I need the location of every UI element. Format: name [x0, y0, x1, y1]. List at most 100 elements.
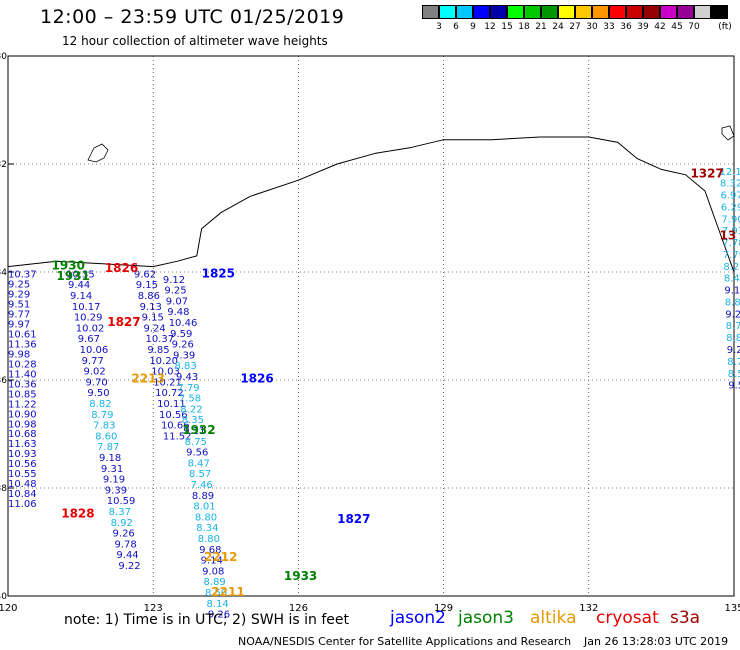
- satellite-legend-item: jason2: [390, 608, 446, 628]
- pass-time-label: 1930: [52, 258, 85, 272]
- wave-height-label: 10.11: [157, 399, 186, 410]
- colorbar-label: 33: [603, 22, 615, 32]
- wave-height-label: 9.22: [118, 561, 140, 572]
- pass-time-label: 1931: [56, 269, 89, 283]
- wave-height-label: 9.98: [8, 349, 30, 360]
- wave-height-label: 8.89: [725, 297, 740, 308]
- colorbar-swatch: [660, 5, 677, 19]
- colorbar-label: 24: [552, 22, 564, 32]
- wave-height-label: 9.15: [142, 313, 164, 324]
- wave-height-label: 7.93: [722, 226, 740, 237]
- colorbar-swatch: [677, 5, 694, 19]
- wave-height-label: 10.68: [8, 429, 37, 440]
- pass-time-label: 1827: [337, 512, 370, 526]
- wave-height-label: 7.79: [177, 383, 199, 394]
- wave-height-label: 9.43: [176, 372, 198, 383]
- wave-height-label: 7.79: [723, 250, 740, 261]
- wave-height-label: 9.08: [202, 566, 224, 577]
- wave-height-label: 10.48: [8, 479, 37, 490]
- colorbar-swatch: [524, 5, 541, 19]
- wave-height-label: 9.18: [99, 453, 121, 464]
- wave-height-label: 10.06: [80, 345, 109, 356]
- wave-height-label: 10.61: [8, 329, 37, 340]
- lat-tick-label: -34: [0, 268, 7, 278]
- colorbar-swatch: [507, 5, 524, 19]
- wave-height-label: 9.25: [8, 279, 30, 290]
- wave-height-label: 10.17: [72, 302, 101, 313]
- colorbar-label: 45: [671, 22, 683, 32]
- wave-height-label: 8.14: [206, 599, 228, 610]
- wave-height-label: 8.79: [726, 321, 740, 332]
- wave-height-label: 11.52: [163, 431, 192, 442]
- map-frame: [7, 55, 735, 597]
- wave-height-label: 10.72: [155, 388, 184, 399]
- wave-height-label: 8.47: [188, 458, 210, 469]
- colorbar-label: 15: [501, 22, 513, 32]
- wave-height-label: 9.14: [70, 291, 92, 302]
- wave-height-label: 8.80: [198, 534, 220, 545]
- wave-height-label: 8.50: [205, 588, 227, 599]
- wave-height-label: 9.26: [208, 610, 230, 621]
- wave-height-label: 9.50: [728, 381, 740, 392]
- colorbar-label: 3: [436, 22, 442, 32]
- pass-time-label: 1827: [107, 315, 140, 329]
- wave-height-label: 8.79: [91, 410, 113, 421]
- page-subtitle: 12 hour collection of altimeter wave hei…: [62, 34, 328, 48]
- colorbar-label: 9: [470, 22, 476, 32]
- wave-height-label: 10.93: [8, 449, 37, 460]
- wave-height-label: 9.59: [170, 329, 192, 340]
- wave-height-label: 9.78: [114, 539, 136, 550]
- satellite-legend-item: s3a: [670, 608, 701, 628]
- colorbar-swatch: [558, 5, 575, 19]
- wave-height-label: 8.89: [192, 491, 214, 502]
- wave-height-label: 8.75: [185, 437, 207, 448]
- wave-height-label: 8.37: [109, 507, 131, 518]
- wave-height-label: 9.19: [103, 475, 125, 486]
- wave-height-label: 8.32: [720, 179, 740, 190]
- wave-height-label: 8.56: [728, 369, 740, 380]
- wave-height-label: 6.29: [721, 202, 740, 213]
- colorbar-swatch: [592, 5, 609, 19]
- wave-height-label: 10.55: [8, 469, 37, 480]
- wave-height-label: 9.85: [147, 345, 169, 356]
- wave-height-label: 9.14: [201, 556, 223, 567]
- footer-timestamp: Jan 26 13:28:03 UTC 2019: [584, 635, 729, 648]
- wave-height-label: 11.40: [8, 369, 37, 380]
- colorbar-swatch: [439, 5, 456, 19]
- pass-time-label: 1825: [202, 266, 235, 280]
- wave-height-label: 10.29: [74, 313, 103, 324]
- colorbar-label: 39: [637, 22, 649, 32]
- wave-height-label: 10.90: [8, 409, 37, 420]
- wave-height-label: 10.37: [145, 334, 174, 345]
- wave-height-label: 9.70: [85, 377, 107, 388]
- coastline: [7, 136, 735, 273]
- wave-height-label: 9.39: [105, 485, 127, 496]
- colorbar-label: 12: [484, 22, 496, 32]
- colorbar-swatch: [575, 5, 592, 19]
- wave-height-label: 8.86: [138, 291, 160, 302]
- wave-height-label: 8.34: [196, 523, 218, 534]
- wave-height-label: 9.29: [8, 289, 30, 300]
- lat-tick-label: -30: [0, 52, 7, 62]
- wave-height-label: 10.85: [8, 389, 37, 400]
- wave-height-label: 9.44: [116, 550, 138, 561]
- wave-height-label: 8.22: [180, 404, 202, 415]
- colorbar-swatch: [541, 5, 558, 19]
- wave-height-label: 7.87: [97, 442, 119, 453]
- wave-height-label: 7.78: [722, 238, 740, 249]
- wave-height-label: 8.01: [193, 502, 215, 513]
- wave-height-label: 11.06: [8, 499, 37, 510]
- wave-height-label: 8.23: [723, 262, 740, 273]
- island-shape: [87, 143, 109, 163]
- colorbar-swatch: [609, 5, 626, 19]
- satellite-legend-item: cryosat: [596, 608, 659, 628]
- wave-height-label: 9.27: [725, 309, 740, 320]
- colorbar-swatch: [626, 5, 643, 19]
- colorbar-swatch: [711, 5, 728, 19]
- wave-height-label: 8.83: [174, 361, 196, 372]
- lat-tick-label: -38: [0, 484, 7, 494]
- wave-height-label: 9.11: [183, 426, 205, 437]
- colorbar-label: 70: [688, 22, 700, 32]
- wave-height-label: 9.97: [8, 319, 30, 330]
